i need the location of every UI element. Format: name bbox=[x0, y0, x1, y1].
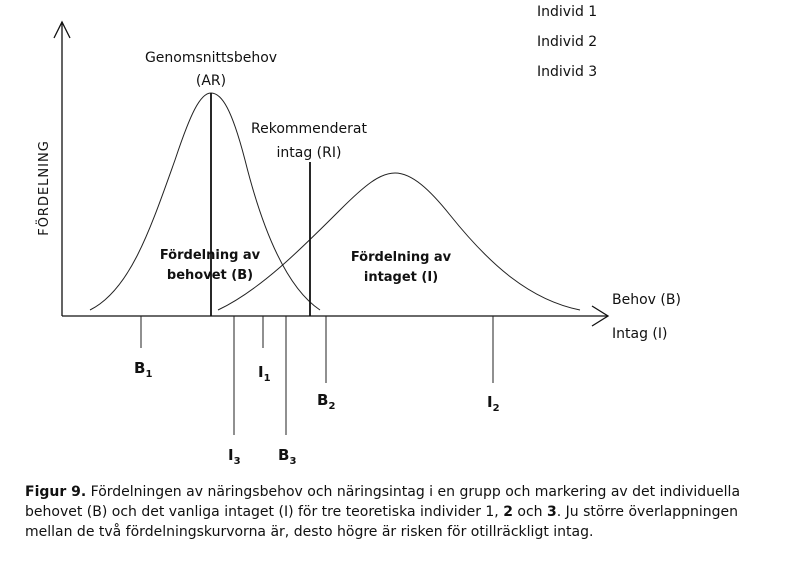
x-axis bbox=[62, 305, 610, 327]
marker-i1-label: I1 bbox=[258, 363, 271, 384]
legend-individ-3: Individ 3 bbox=[537, 64, 597, 80]
caption-bold-3: 3 bbox=[547, 504, 557, 520]
x-axis-label-intake: Intag (I) bbox=[612, 326, 667, 342]
need-curve-label-line2: behovet (B) bbox=[167, 268, 253, 283]
marker-i2-label: I2 bbox=[487, 393, 500, 414]
legend-individ-2: Individ 2 bbox=[537, 34, 597, 50]
x-axis-label-need: Behov (B) bbox=[612, 292, 681, 308]
ar-label-line2: (AR) bbox=[196, 73, 226, 89]
intake-curve-label-line1: Fördelning av bbox=[351, 250, 452, 265]
ri-label-line1: Rekommenderat bbox=[251, 121, 367, 137]
caption-bold-2: 2 bbox=[503, 504, 513, 520]
ri-label-line2: intag (RI) bbox=[277, 145, 342, 161]
legend-individ-1: Individ 1 bbox=[537, 4, 597, 20]
intake-curve-label-line2: intaget (I) bbox=[364, 270, 438, 285]
need-curve-label-line1: Fördelning av bbox=[160, 248, 261, 263]
caption-text: Fördelningen av näringsbehov och närings… bbox=[25, 484, 741, 520]
marker-b1-label: B1 bbox=[134, 359, 152, 380]
marker-b3-label: B3 bbox=[278, 446, 296, 467]
marker-i3-label: I3 bbox=[228, 446, 241, 467]
figure-caption: Figur 9. Fördelningen av näringsbehov oc… bbox=[25, 482, 765, 542]
caption-text-2: och bbox=[512, 504, 548, 520]
intake-distribution-curve bbox=[217, 172, 581, 311]
ar-label-line1: Genomsnittsbehov bbox=[145, 50, 277, 66]
marker-b2-label: B2 bbox=[317, 391, 335, 412]
y-axis-label: FÖRDELNING bbox=[35, 140, 52, 236]
nutrition-distribution-diagram: FÖRDELNING Behov (B) Intag (I) Individ 1… bbox=[35, 4, 681, 467]
caption-label: Figur 9. bbox=[25, 484, 87, 500]
y-axis bbox=[53, 20, 71, 316]
caption-text-3: . Ju större överlappningen mellan de två… bbox=[25, 504, 738, 540]
